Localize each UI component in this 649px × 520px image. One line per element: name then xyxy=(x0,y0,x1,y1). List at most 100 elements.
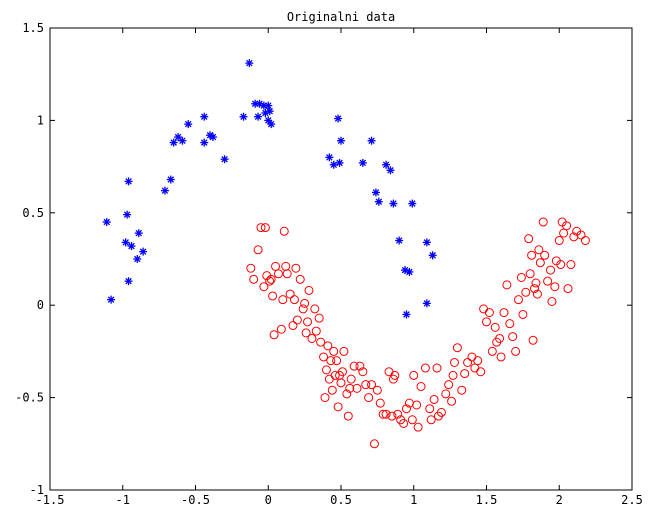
data-point-asterisk xyxy=(208,133,217,142)
data-point-circle xyxy=(369,439,379,449)
data-point-circle xyxy=(399,418,409,428)
y-tick-label: 1 xyxy=(37,113,44,127)
data-point-circle xyxy=(543,276,553,286)
data-point-circle xyxy=(426,415,436,425)
data-point-circle xyxy=(407,415,417,425)
data-point-asterisk xyxy=(389,199,398,208)
data-point-circle xyxy=(300,298,310,308)
data-point-asterisk xyxy=(169,138,178,147)
data-point-circle xyxy=(361,380,371,390)
data-point-asterisk xyxy=(133,255,142,263)
x-tick-label: 2.5 xyxy=(621,493,643,507)
data-point-asterisk xyxy=(127,242,136,251)
data-point-circle xyxy=(516,272,526,282)
data-point-circle xyxy=(355,361,365,371)
data-point-asterisk xyxy=(184,120,193,129)
data-point-circle xyxy=(265,276,275,286)
x-tick-label: 2 xyxy=(556,493,563,507)
data-point-asterisk xyxy=(422,299,431,308)
data-point-asterisk xyxy=(254,112,263,121)
data-point-circle xyxy=(381,409,391,419)
data-point-circle xyxy=(327,385,337,395)
data-point-circle xyxy=(316,337,326,347)
data-point-asterisk xyxy=(102,218,111,227)
x-tick-label: -1 xyxy=(116,493,130,507)
data-point-circle xyxy=(452,343,462,353)
data-point-circle xyxy=(266,274,276,284)
data-point-circle xyxy=(511,346,521,356)
y-tick-label: -1 xyxy=(30,483,44,497)
data-point-circle xyxy=(473,356,483,366)
data-point-asterisk xyxy=(358,158,367,167)
data-point-circle xyxy=(249,274,259,284)
data-point-circle xyxy=(387,411,397,421)
data-point-asterisk xyxy=(124,177,133,186)
data-point-circle xyxy=(413,422,423,432)
data-point-circle xyxy=(289,295,299,305)
data-point-circle xyxy=(502,280,512,290)
data-point-circle xyxy=(279,226,289,236)
data-point-circle xyxy=(409,370,419,380)
data-point-asterisk xyxy=(239,112,248,121)
data-point-circle xyxy=(547,297,557,307)
data-point-circle xyxy=(420,363,430,373)
data-point-circle xyxy=(566,260,576,270)
data-point-circle xyxy=(337,367,347,377)
y-tick-label: 0.5 xyxy=(22,206,44,220)
data-point-circle xyxy=(378,409,388,419)
data-point-asterisk xyxy=(382,160,391,169)
data-point-circle xyxy=(508,332,518,342)
data-point-circle xyxy=(530,284,540,294)
y-tick-label: 1.5 xyxy=(22,21,44,35)
data-point-circle xyxy=(482,317,491,327)
y-tick-label: -0.5 xyxy=(15,391,44,405)
data-point-circle xyxy=(441,389,451,399)
chart-title: Originalni data xyxy=(287,10,395,24)
data-point-circle xyxy=(307,333,317,343)
data-point-circle xyxy=(521,287,531,297)
data-point-asterisk xyxy=(395,236,404,245)
data-point-circle xyxy=(457,385,467,395)
data-point-circle xyxy=(538,217,548,227)
data-point-circle xyxy=(268,291,278,301)
data-point-asterisk xyxy=(160,186,169,195)
data-point-asterisk xyxy=(139,247,148,256)
data-point-circle xyxy=(540,250,550,260)
data-point-asterisk xyxy=(334,114,343,123)
data-point-circle xyxy=(447,396,457,406)
data-point-circle xyxy=(330,370,340,380)
data-point-circle xyxy=(372,385,382,395)
data-point-circle xyxy=(295,274,305,284)
data-point-circle xyxy=(505,319,515,329)
data-point-asterisk xyxy=(422,238,431,247)
data-point-circle xyxy=(332,356,342,366)
data-point-circle xyxy=(576,230,586,240)
data-point-circle xyxy=(460,369,470,379)
data-point-asterisk xyxy=(428,251,437,260)
data-point-circle xyxy=(532,289,542,299)
data-point-circle xyxy=(448,370,458,380)
x-tick-label: 0.5 xyxy=(330,493,352,507)
data-point-circle xyxy=(531,278,541,288)
data-point-circle xyxy=(259,282,269,292)
data-point-circle xyxy=(375,398,385,408)
plot-area xyxy=(49,27,633,491)
data-point-asterisk xyxy=(267,120,276,129)
data-point-asterisk xyxy=(405,267,414,276)
data-point-asterisk xyxy=(124,277,133,286)
data-point-asterisk xyxy=(123,210,132,219)
data-point-circle xyxy=(310,304,320,314)
data-point-circle xyxy=(476,367,486,377)
data-point-circle xyxy=(562,221,572,231)
data-point-circle xyxy=(323,341,333,351)
data-point-asterisk xyxy=(386,166,395,175)
data-point-circle xyxy=(333,402,343,412)
data-point-asterisk xyxy=(325,153,334,162)
data-point-circle xyxy=(342,389,352,399)
data-point-circle xyxy=(390,370,400,380)
data-point-circle xyxy=(343,411,353,421)
data-point-circle xyxy=(449,357,459,367)
data-point-asterisk xyxy=(374,197,383,206)
x-tick-label: 1 xyxy=(410,493,417,507)
